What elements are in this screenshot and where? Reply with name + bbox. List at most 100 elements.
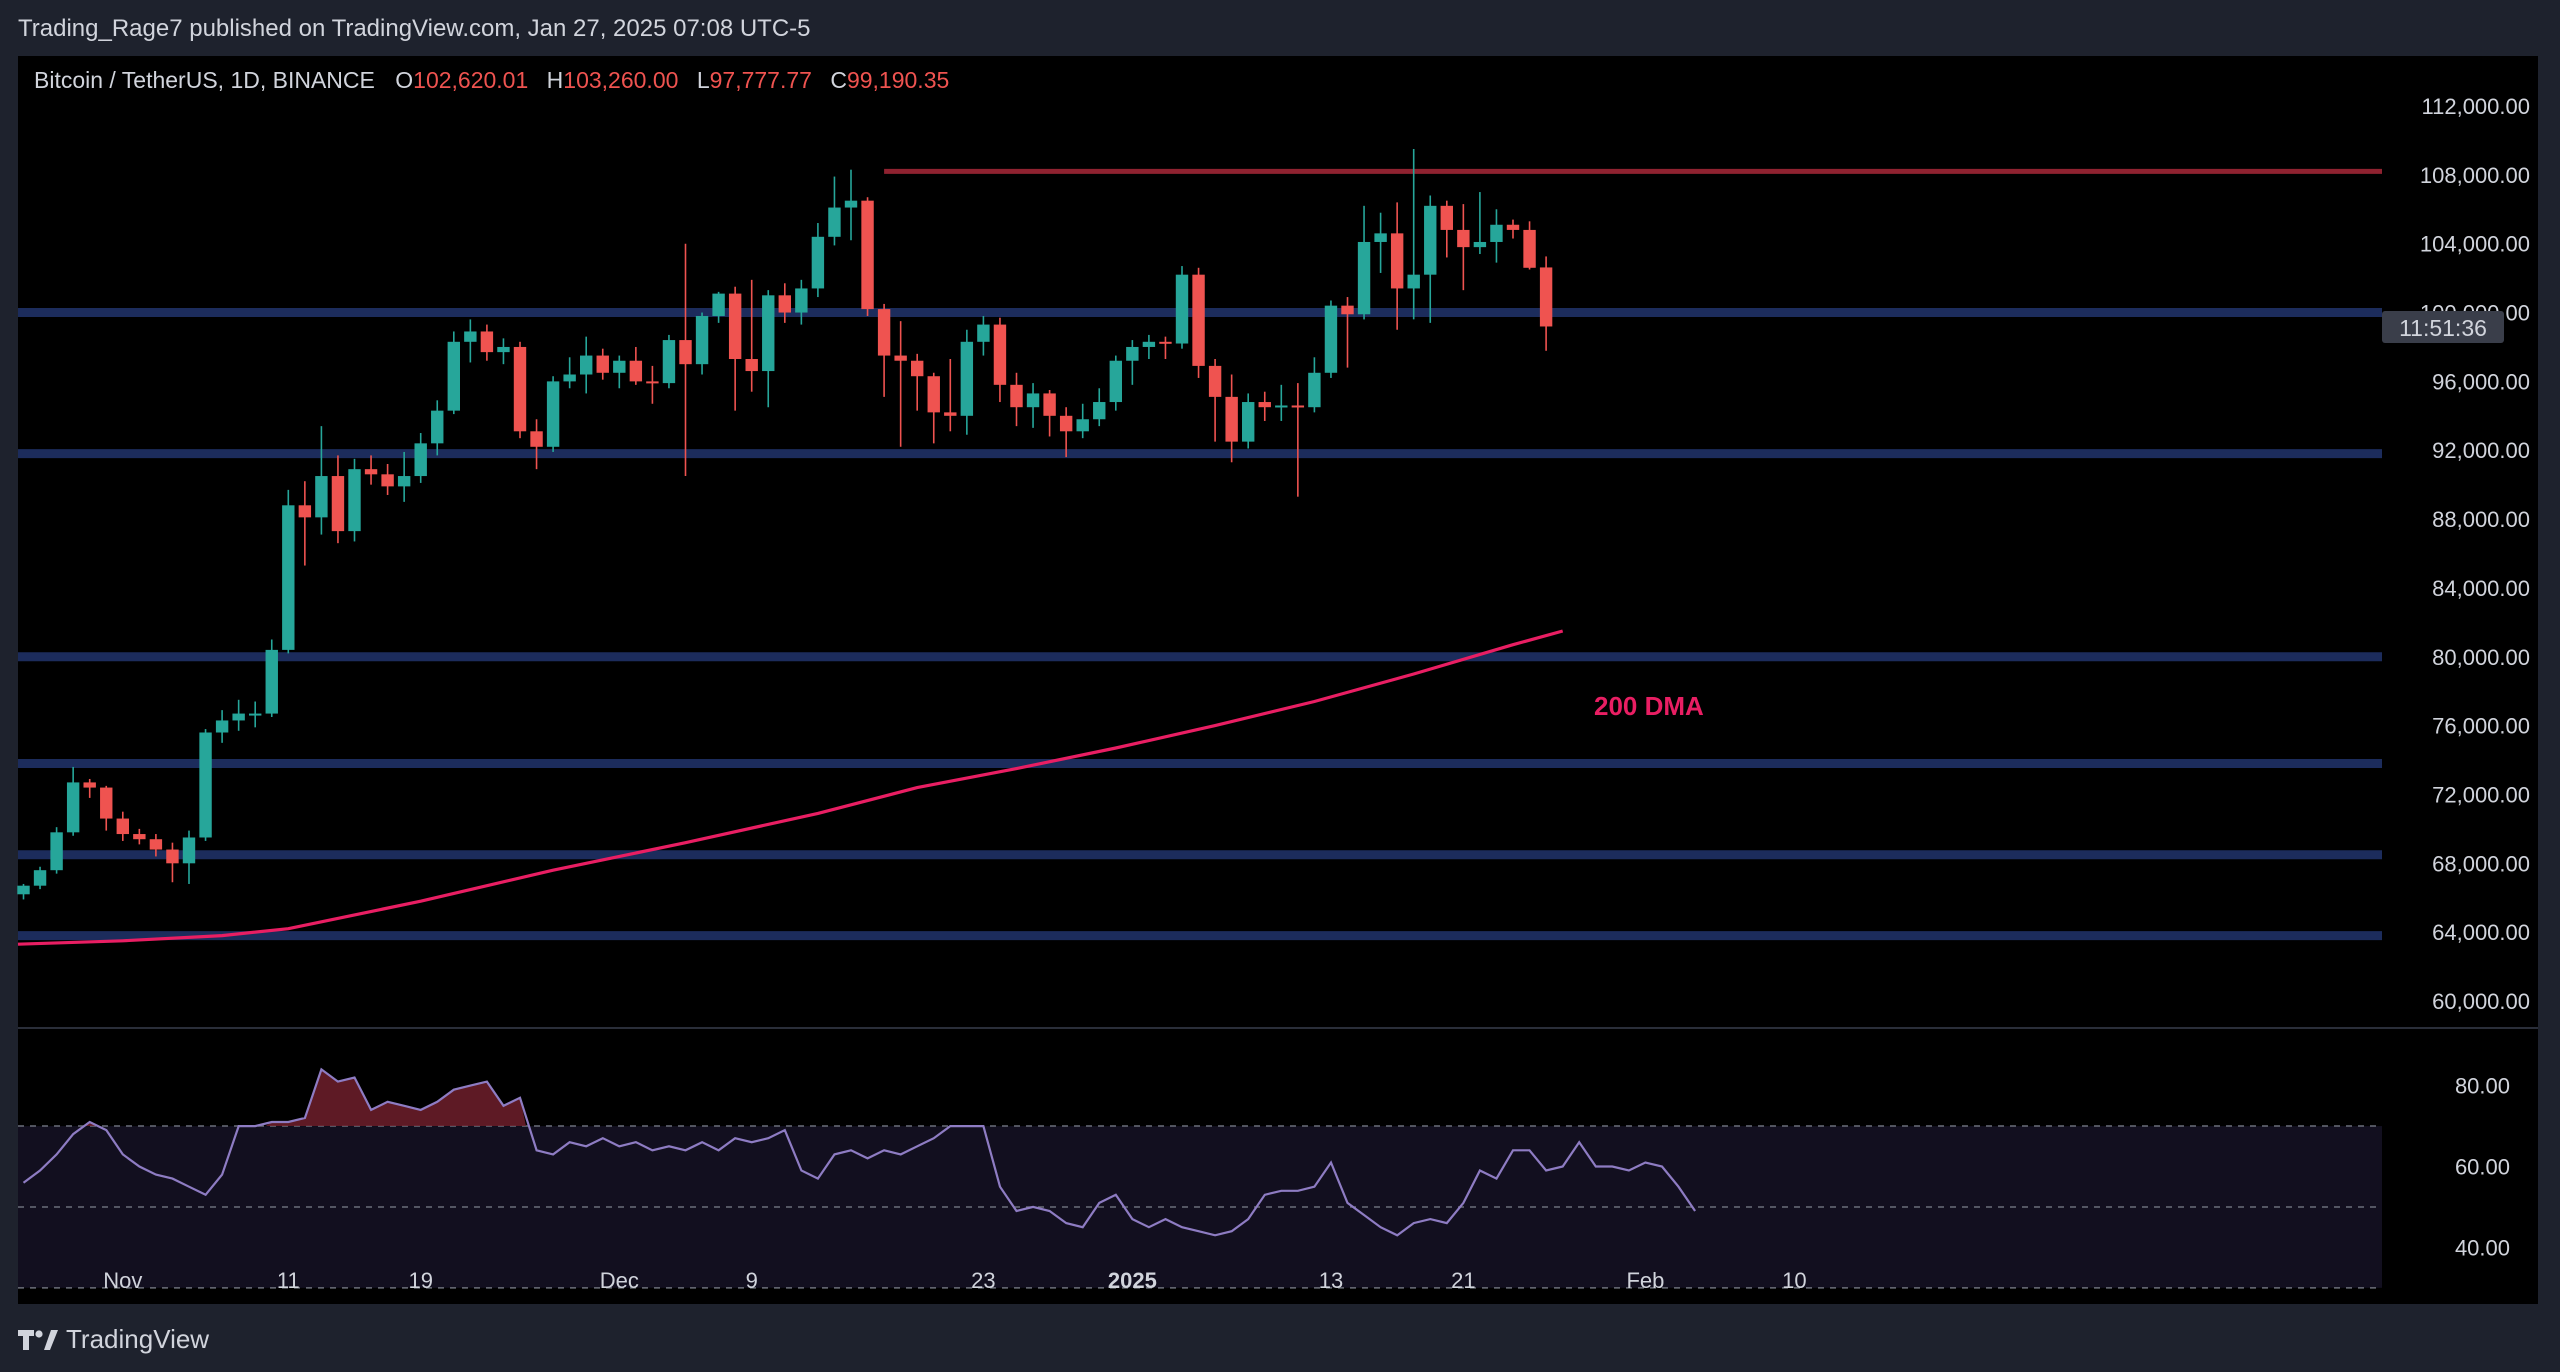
candle-body	[381, 474, 394, 487]
candle-body	[679, 340, 692, 365]
candle-body	[662, 340, 676, 384]
candle-body	[1059, 415, 1073, 432]
candle-body	[911, 360, 924, 377]
x-tick-label: Feb	[1626, 1268, 1664, 1293]
y-tick-label: 96,000.00	[2432, 369, 2530, 394]
candle-body	[811, 236, 825, 289]
candle-body	[249, 713, 262, 716]
candle-body	[795, 288, 808, 313]
candle-body	[762, 295, 775, 372]
y-tick-label: 112,000.00	[2422, 94, 2530, 119]
y-tick-label: 108,000.00	[2420, 163, 2530, 188]
candle-body	[1539, 267, 1553, 327]
candle-body	[1275, 405, 1288, 408]
candle-body	[447, 341, 460, 411]
candle-body	[298, 505, 312, 518]
candle-body	[877, 309, 891, 356]
dma-label: 200 DMA	[1594, 691, 1704, 721]
logo-text: TradingView	[66, 1324, 210, 1354]
candle-body	[894, 355, 907, 361]
candle-body	[944, 412, 957, 416]
candle-body	[182, 837, 196, 864]
candle-body	[414, 443, 427, 477]
candle-body	[331, 476, 345, 532]
candle-body	[1093, 402, 1106, 420]
candle-body	[480, 331, 494, 353]
candle-body	[596, 355, 609, 373]
candle-body	[1308, 372, 1321, 408]
publish-header: Trading_Rage7 published on TradingView.c…	[0, 0, 2560, 56]
candle-body	[629, 360, 643, 382]
candle-body	[1225, 396, 1238, 442]
candle-body	[1026, 393, 1040, 408]
candle-body	[613, 360, 626, 373]
y-tick-label: 92,000.00	[2432, 438, 2530, 463]
candle-body	[1159, 341, 1172, 344]
countdown-badge	[2382, 311, 2504, 343]
candle-body	[530, 431, 543, 447]
candle-body	[828, 207, 841, 237]
candle-body	[348, 469, 361, 532]
candle-body	[1242, 402, 1255, 442]
candle-body	[728, 293, 742, 360]
y-tick-label: 84,000.00	[2432, 576, 2530, 601]
y-tick-label: 64,000.00	[2432, 920, 2530, 945]
ohlc-open-value: 102,620.01	[413, 67, 528, 93]
candle-body	[199, 732, 212, 838]
candle-body	[1506, 224, 1520, 230]
candle-body	[563, 374, 576, 382]
candle-body	[1192, 274, 1205, 366]
candle-body	[1457, 229, 1470, 248]
candle-body	[215, 720, 229, 733]
candle-body	[116, 818, 129, 835]
candle-body	[993, 324, 1007, 385]
y-tick-label: 60,000.00	[2432, 989, 2530, 1014]
rsi-tick-label: 80.00	[2455, 1074, 2510, 1099]
price-pane[interactable]	[18, 56, 2538, 1027]
ohlc-open-label: O	[395, 67, 413, 93]
candle-body	[315, 476, 328, 518]
candle-body	[397, 476, 411, 487]
candle-body	[745, 359, 758, 372]
candle-body	[364, 469, 378, 475]
candle-body	[861, 200, 874, 310]
y-tick-label: 72,000.00	[2432, 782, 2530, 807]
ohlc-close-value: 99,190.35	[847, 67, 949, 93]
candle-body	[50, 832, 63, 871]
candle-body	[1357, 241, 1371, 315]
ohlc-high-label: H	[547, 67, 564, 93]
x-tick-label: 23	[971, 1268, 995, 1293]
publish-line: Trading_Rage7 published on TradingView.c…	[18, 15, 811, 42]
y-tick-label: 76,000.00	[2432, 714, 2530, 739]
candle-body	[1407, 274, 1420, 289]
candle-body	[1043, 393, 1056, 416]
candle-body	[1208, 365, 1222, 397]
candle-body	[580, 355, 593, 375]
svg-text:Bitcoin / TetherUS, 1D, BINANC: Bitcoin / TetherUS, 1D, BINANCE O102,620…	[34, 67, 949, 93]
candle-body	[960, 341, 974, 416]
dma-200-line	[17, 629, 1564, 946]
candle-body	[1010, 384, 1023, 408]
countdown-text: 11:51:36	[2399, 315, 2487, 341]
y-tick-label: 80,000.00	[2432, 645, 2530, 670]
candle-body	[513, 346, 527, 432]
candle-body	[646, 381, 659, 384]
candle-body	[1473, 241, 1487, 248]
candle-body	[1424, 205, 1437, 275]
candle-body	[17, 885, 30, 895]
candle-body	[1175, 274, 1189, 344]
candle-body	[1523, 229, 1536, 268]
candle-body	[133, 834, 146, 840]
candle-body	[464, 331, 477, 342]
candle-body	[1390, 233, 1404, 289]
y-tick-label: 68,000.00	[2432, 851, 2530, 876]
symbol-title: Bitcoin / TetherUS, 1D, BINANCE	[34, 67, 375, 93]
ohlc-low-label: L	[697, 67, 710, 93]
rsi-line	[22, 1067, 1697, 1237]
x-tick-label: 19	[408, 1268, 432, 1293]
tradingview-logo[interactable]: TradingView	[18, 1324, 209, 1355]
x-tick-label: 10	[1782, 1268, 1806, 1293]
y-tick-label: 88,000.00	[2432, 507, 2530, 532]
candle-body	[695, 315, 709, 365]
